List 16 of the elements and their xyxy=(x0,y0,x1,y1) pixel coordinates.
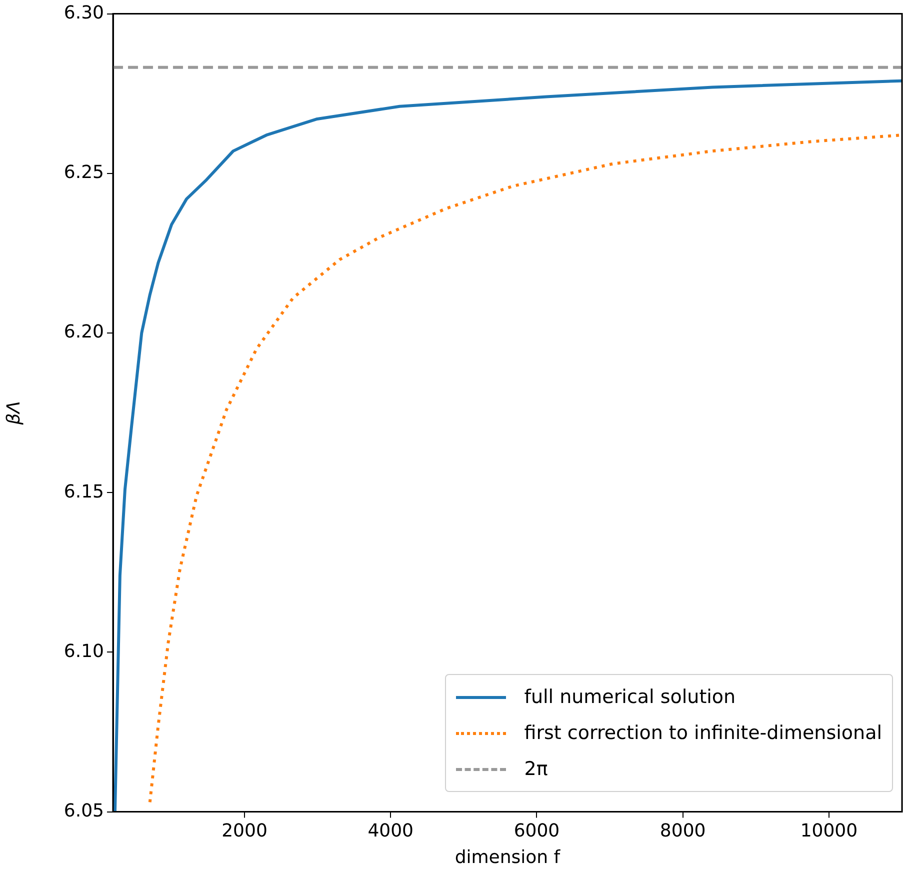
x-axis-title: dimension f xyxy=(454,846,561,868)
x-tick-label: 2000 xyxy=(222,820,268,842)
legend-label: full numerical solution xyxy=(524,686,736,708)
legend-label: 2π xyxy=(524,758,548,780)
y-axis-title: βΛ xyxy=(3,400,24,426)
x-tick-label: 10000 xyxy=(800,820,858,842)
y-tick-label: 6.10 xyxy=(64,640,104,662)
x-tick-label: 8000 xyxy=(660,820,706,842)
x-tick-label: 4000 xyxy=(368,820,414,842)
legend-label: first correction to infinite-dimensional xyxy=(524,722,882,744)
y-tick-label: 6.05 xyxy=(64,800,104,822)
y-tick-label: 6.25 xyxy=(64,162,104,184)
y-tick-label: 6.20 xyxy=(64,322,104,343)
y-tick-label: 6.30 xyxy=(64,2,104,24)
y-tick-label: 6.15 xyxy=(64,481,104,502)
x-tick-label: 6000 xyxy=(514,820,560,842)
